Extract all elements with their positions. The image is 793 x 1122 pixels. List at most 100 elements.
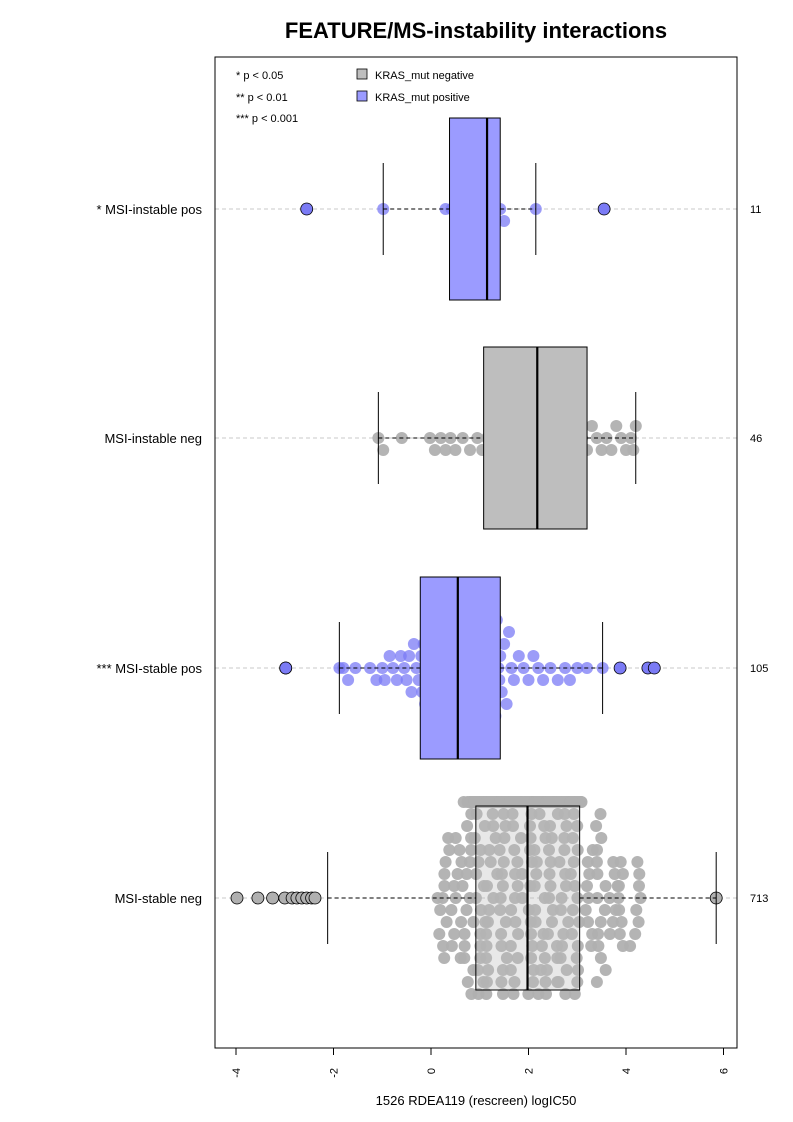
data-point: [460, 904, 473, 916]
data-point: [445, 940, 458, 952]
sig-legend-2: ** p < 0.01: [236, 92, 288, 104]
group-count: 105: [750, 663, 768, 675]
data-point: [553, 856, 566, 868]
data-point: [483, 904, 496, 916]
outlier-point: [279, 661, 293, 675]
data-point: [610, 420, 623, 432]
data-point: [480, 976, 493, 988]
data-point: [453, 844, 466, 856]
data-point: [497, 856, 510, 868]
data-point: [516, 868, 528, 880]
data-point: [481, 916, 494, 928]
data-point: [458, 952, 471, 964]
data-point: [557, 928, 570, 940]
data-point: [487, 820, 500, 832]
data-point: [508, 976, 521, 988]
data-point: [571, 940, 584, 952]
data-point: [342, 674, 355, 686]
data-point: [554, 904, 567, 916]
data-point: [486, 808, 499, 820]
data-point: [568, 880, 581, 892]
data-point: [591, 868, 604, 880]
data-point: [603, 928, 616, 940]
legend-swatch-negative: [356, 68, 368, 80]
x-tick-label: 0: [426, 1068, 438, 1074]
data-point: [511, 880, 524, 892]
data-point: [438, 880, 451, 892]
data-point: [445, 904, 458, 916]
data-point: [566, 796, 579, 808]
data-point: [562, 916, 575, 928]
x-tick-label: -2: [329, 1068, 341, 1078]
data-point: [560, 820, 573, 832]
data-point: [553, 796, 566, 808]
data-point: [535, 940, 548, 952]
data-point: [594, 808, 607, 820]
x-tick-label: 4: [621, 1068, 633, 1074]
data-point: [565, 928, 578, 940]
data-point: [629, 928, 642, 940]
group-label: MSI-stable neg: [115, 891, 202, 906]
data-point: [579, 904, 592, 916]
sig-legend-3: *** p < 0.001: [236, 113, 298, 125]
data-point: [468, 832, 481, 844]
data-point: [560, 880, 572, 892]
data-point: [543, 844, 555, 856]
x-tick-label: 6: [719, 1068, 731, 1074]
data-point: [467, 916, 480, 928]
legend-label-negative: KRAS_mut negative: [375, 70, 474, 82]
data-point: [481, 880, 493, 892]
data-point: [443, 844, 456, 856]
data-point: [448, 880, 461, 892]
data-point: [615, 432, 628, 444]
data-point: [539, 976, 552, 988]
data-point: [571, 820, 584, 832]
data-point: [616, 868, 629, 880]
data-point: [390, 674, 403, 686]
data-point: [541, 928, 554, 940]
data-point: [544, 880, 557, 892]
data-point: [624, 940, 637, 952]
data-point: [503, 626, 515, 638]
data-point: [405, 686, 418, 698]
data-point: [566, 904, 579, 916]
significance-legend: * p < 0.05 ** p < 0.01 *** p < 0.001: [236, 70, 298, 125]
data-point: [522, 674, 535, 686]
data-point: [494, 892, 507, 904]
data-point: [387, 662, 399, 674]
group-count: 713: [750, 893, 768, 905]
data-point: [451, 868, 464, 880]
data-point: [582, 916, 594, 928]
data-point: [470, 808, 483, 820]
data-point: [511, 856, 524, 868]
color-legend: KRAS_mut negative KRAS_mut positive: [356, 68, 474, 104]
data-point: [508, 796, 521, 808]
data-point: [496, 880, 509, 892]
data-point: [504, 964, 517, 976]
group-count: 11: [750, 204, 761, 216]
data-point: [544, 820, 556, 832]
data-point: [571, 976, 584, 988]
data-point: [519, 796, 532, 808]
data-point: [528, 844, 541, 856]
group-counts: 11 46 105 713: [750, 204, 768, 905]
data-point: [507, 988, 520, 1000]
data-point: [560, 964, 573, 976]
data-point: [605, 444, 618, 456]
data-point: [512, 650, 525, 662]
data-point: [474, 844, 487, 856]
outlier-point: [266, 891, 280, 905]
data-point: [594, 916, 607, 928]
data-point: [456, 880, 469, 892]
data-point: [591, 844, 603, 856]
data-point: [449, 444, 462, 456]
group-label: *** MSI-stable pos: [97, 661, 203, 676]
data-point: [585, 420, 598, 432]
data-point: [540, 964, 553, 976]
data-point: [495, 868, 508, 880]
data-point: [439, 856, 452, 868]
data-point: [493, 844, 506, 856]
data-point: [438, 952, 451, 964]
data-point: [627, 444, 640, 456]
data-point: [543, 892, 555, 904]
